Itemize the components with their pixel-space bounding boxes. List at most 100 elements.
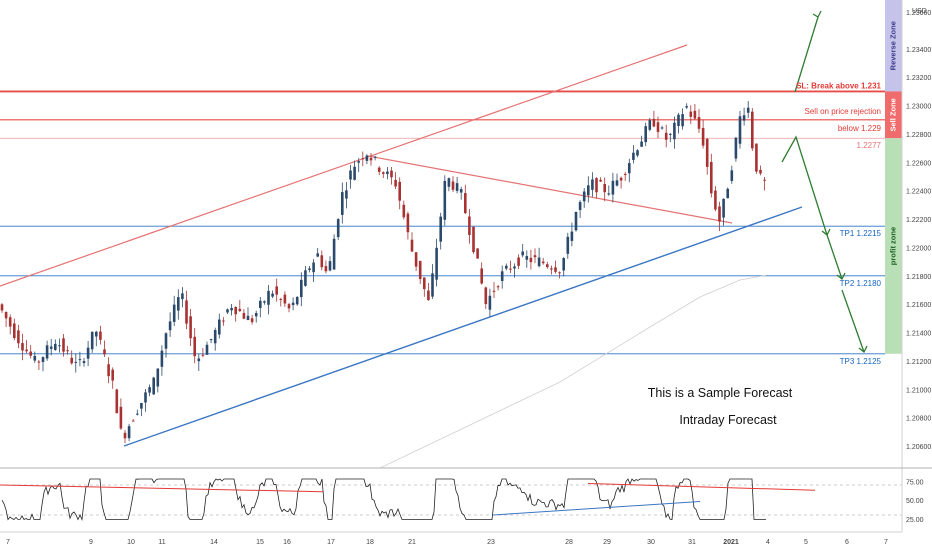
price-tick-label: 1.22600	[906, 160, 931, 167]
date-tick-label: 11	[158, 539, 165, 546]
candle-body	[78, 359, 82, 361]
candle-body	[414, 252, 418, 267]
candle-body	[472, 226, 475, 253]
candle-body	[582, 191, 586, 202]
candle-body	[201, 354, 205, 356]
candle-body	[390, 170, 393, 178]
date-tick-label: 10	[127, 539, 135, 546]
candle-body	[254, 313, 258, 317]
oscillator-resistance-line-2	[587, 483, 816, 491]
candle-body	[574, 212, 578, 231]
candle-body	[714, 190, 717, 210]
candle-body	[611, 180, 615, 195]
candle-body	[33, 355, 37, 361]
candle-body	[332, 238, 336, 270]
candle-body	[697, 117, 701, 129]
candle-body	[722, 198, 725, 218]
upper-channel-line	[0, 44, 688, 287]
candle-body	[484, 287, 488, 305]
candle-body	[619, 177, 623, 181]
candle-body	[230, 307, 233, 311]
candle-body	[751, 111, 754, 149]
candle-body	[336, 219, 340, 238]
candle-body	[496, 286, 500, 288]
candle-body	[111, 369, 114, 381]
candle-body	[82, 361, 86, 364]
candle-body	[58, 345, 61, 347]
candle-body	[365, 155, 369, 161]
candle-body	[250, 318, 254, 323]
candle-body	[615, 180, 619, 186]
price-axis[interactable]: 1.23660 1.23400 1.23200 1.23000 1.22800 1.226…	[906, 10, 931, 451]
tp3-arrow-head	[858, 345, 868, 354]
price-tick-label: 1.22000	[906, 245, 931, 252]
forecast-arrows	[781, 10, 868, 354]
candle-body	[13, 323, 16, 339]
profit-zone-label: profit zone	[888, 227, 897, 265]
candle-body	[328, 261, 332, 271]
date-tick-label: 17	[327, 539, 335, 546]
candle-body	[189, 316, 192, 339]
reverse-zone-label: Reverse Zone	[888, 21, 897, 70]
candle-body	[738, 116, 742, 144]
candle-body	[369, 157, 373, 161]
candle-body	[570, 231, 574, 241]
candle-body	[652, 118, 656, 127]
candle-body	[377, 167, 381, 172]
candle-body	[164, 333, 168, 349]
candle-body	[541, 261, 545, 264]
candle-body	[41, 357, 45, 363]
candle-body	[25, 349, 28, 352]
candle-body	[197, 358, 201, 362]
candle-body	[152, 377, 155, 395]
candle-body	[95, 331, 98, 337]
tp2-arrow-head	[836, 272, 846, 281]
time-axis[interactable]: 7 9 10 11 14 15 16 17 18 21 23 28 29 30 31 2021 4 5 6 7	[6, 539, 888, 546]
candle-body	[373, 156, 377, 158]
date-tick-label: 15	[256, 539, 264, 546]
trendlines	[0, 44, 803, 469]
candle-body	[316, 253, 319, 257]
candle-body	[660, 127, 664, 129]
candle-body	[431, 273, 434, 297]
price-tick-label: 1.20800	[906, 416, 931, 423]
candle-body	[279, 299, 283, 301]
candle-body	[517, 257, 520, 266]
candle-body	[49, 346, 53, 349]
candle-body	[705, 138, 709, 167]
candle-body	[123, 432, 127, 439]
candle-body	[386, 171, 389, 175]
candle-body	[283, 294, 287, 304]
candle-body	[550, 268, 553, 270]
candle-body	[90, 331, 94, 350]
candle-body	[107, 364, 110, 377]
candle-body	[435, 247, 438, 280]
candle-body	[427, 290, 430, 301]
candle-body	[300, 279, 303, 298]
candle-body	[640, 141, 643, 147]
date-tick-label: 2021	[723, 539, 739, 546]
candle-body	[558, 272, 561, 274]
candle-body	[291, 302, 295, 306]
candle-body	[54, 343, 57, 350]
candle-body	[636, 150, 639, 156]
candle-body	[144, 392, 147, 403]
candle-body	[275, 286, 278, 295]
candle-body	[131, 420, 135, 422]
candle-body	[21, 343, 24, 351]
candle-body	[168, 321, 172, 331]
candle-body	[267, 290, 270, 305]
candle-body	[8, 317, 12, 327]
candle-body	[37, 361, 41, 363]
candle-body	[115, 389, 119, 414]
candle-body	[537, 257, 541, 267]
date-tick-label: 7	[6, 539, 10, 546]
date-tick-label: 31	[688, 539, 696, 546]
candle-body	[546, 264, 549, 268]
price-tick-label: 1.23200	[906, 75, 931, 82]
candle-body	[242, 312, 246, 319]
candle-body	[669, 133, 672, 135]
date-tick-label: 5	[804, 539, 808, 546]
candle-body	[439, 216, 442, 242]
